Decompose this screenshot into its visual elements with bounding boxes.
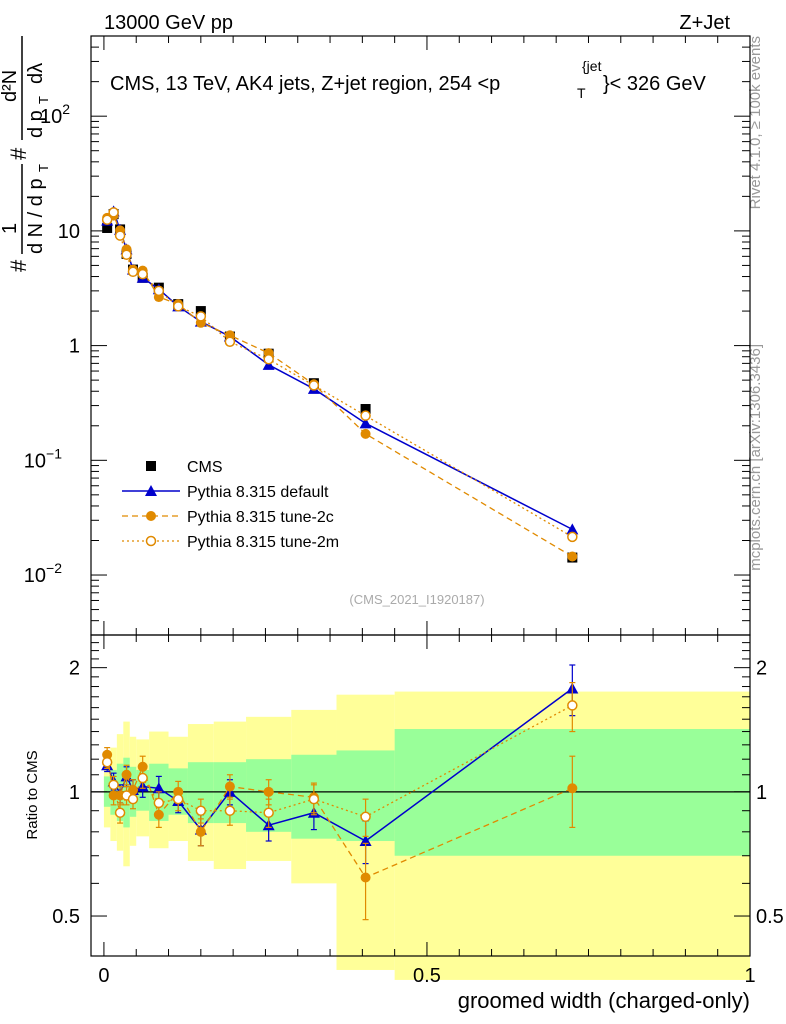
main-ylabel: # 1 d N / d p T # d²N d p T dλ xyxy=(0,36,51,272)
main-point-1-12 xyxy=(359,417,372,429)
ratio-point-2-0 xyxy=(101,756,113,768)
ratio-ytick-label-right-2: 2 xyxy=(756,658,767,680)
ylabel-t2: T xyxy=(36,96,51,104)
ratio-point-2-10 xyxy=(263,807,274,818)
main-point-3-4 xyxy=(127,266,139,278)
mcplots-label: mcplots.cern.ch [arXiv:1306.3436] xyxy=(747,344,764,571)
ratio-ytick-label-left-2: 2 xyxy=(69,658,80,680)
main-point-3-12 xyxy=(360,410,371,421)
ratio-point-2-4 xyxy=(127,793,139,805)
title-tail: }< 326 GeV xyxy=(603,73,707,95)
main-ytick-label-0: 10−2 xyxy=(24,560,62,587)
ratio-point-1-8 xyxy=(195,826,206,837)
title-lead: CMS, 13 TeV, AK4 jets, Z+jet region, 254… xyxy=(110,73,500,95)
header-right: Z+Jet xyxy=(679,12,730,34)
xlabel: groomed width (charged-only) xyxy=(458,988,750,1013)
title-sub: T xyxy=(577,85,586,101)
main-point-3-7 xyxy=(172,301,184,312)
ylabel-d2n: d²N xyxy=(0,70,21,102)
header-left: 13000 GeV pp xyxy=(104,12,233,34)
x-tick-label-2: 1 xyxy=(744,965,755,987)
main-point-0-12 xyxy=(360,404,371,415)
main-point-3-5 xyxy=(137,268,148,280)
ratio-frame xyxy=(90,634,751,957)
main-plot-area: 10−2 10−1 1 10 102 xyxy=(24,35,751,636)
main-point-3-2 xyxy=(114,230,126,241)
main-series-line-2 xyxy=(106,214,573,558)
ratio-ytick-label-left-1: 1 xyxy=(69,782,80,804)
main-point-3-0 xyxy=(101,214,113,226)
main-point-3-3 xyxy=(121,249,132,260)
main-ytick-label-4: 102 xyxy=(40,101,70,128)
ylabel-dpt-dl: d p xyxy=(25,110,47,138)
main-point-3-11 xyxy=(308,380,320,391)
legend: CMS Pythia 8.315 default Pythia 8.315 tune… xyxy=(122,459,339,551)
ratio-point-2-6 xyxy=(153,797,165,809)
main-point-1-13 xyxy=(566,523,579,535)
ylabel-hash2: # xyxy=(6,147,31,160)
main-point-2-13 xyxy=(567,551,578,562)
ratio-point-2-7 xyxy=(172,793,184,805)
ratio-ytick-label-right-1: 1 xyxy=(756,782,767,804)
ratio-point-2-11 xyxy=(308,793,320,805)
ylabel-one: 1 xyxy=(0,223,21,234)
main-title: CMS, 13 TeV, AK4 jets, Z+jet region, 254… xyxy=(110,58,707,101)
x-tick-label-1: 0.5 xyxy=(413,965,441,987)
main-series-line-1 xyxy=(106,209,573,531)
legend-label-2: Pythia 8.315 tune-2c xyxy=(187,509,334,526)
main-ytick-label-3: 10 xyxy=(58,221,80,243)
ratio-point-1-13 xyxy=(567,783,578,794)
rivet-label: Rivet 4.1.0, ≥ 100k events xyxy=(747,36,764,209)
main-point-3-10 xyxy=(263,354,274,365)
ratio-point-2-5 xyxy=(137,772,148,784)
main-point-3-13 xyxy=(567,531,578,543)
watermark: (CMS_2021_I1920187) xyxy=(349,592,484,607)
main-ytick-label-1: 10−1 xyxy=(24,445,62,472)
ratio-point-2-12 xyxy=(360,811,371,823)
legend-label-3: Pythia 8.315 tune-2m xyxy=(187,534,339,551)
ratio-plot-area: 0 0.5 1 0.5 0.5 1 1 2 2 xyxy=(52,634,784,987)
ratio-point-1-3 xyxy=(121,769,132,780)
main-point-3-9 xyxy=(224,336,236,348)
main-point-3-8 xyxy=(195,311,207,322)
main-point-2-12 xyxy=(360,428,371,439)
ratio-point-2-2 xyxy=(114,807,126,818)
ratio-point-2-1 xyxy=(108,779,119,791)
ylabel-t1: T xyxy=(36,164,51,172)
main-series-line-3 xyxy=(106,211,573,538)
ylabel-dl: dλ xyxy=(25,63,47,84)
ratio-point-1-5 xyxy=(137,761,148,772)
legend-label-0: CMS xyxy=(187,459,223,476)
ratio-ytick-label-right-0: 0.5 xyxy=(756,906,784,928)
ratio-ylabel: Ratio to CMS xyxy=(24,750,41,839)
ratio-point-1-9 xyxy=(224,781,235,792)
ylabel-hash: # xyxy=(6,259,31,272)
ratio-point-2-8 xyxy=(195,805,207,816)
main-point-3-6 xyxy=(153,285,165,297)
legend-marker-0 xyxy=(146,461,156,471)
ratio-point-0-6 xyxy=(152,782,165,794)
ratio-point-1-12 xyxy=(360,872,371,883)
ratio-point-1-0 xyxy=(102,749,113,760)
main-point-0-0 xyxy=(102,222,113,233)
x-tick-label-0: 0 xyxy=(98,965,109,987)
legend-marker-3 xyxy=(145,535,157,547)
main-point-3-1 xyxy=(108,207,119,218)
ratio-ytick-label-left-0: 0.5 xyxy=(52,906,80,928)
ratio-point-1-10 xyxy=(263,786,274,797)
ratio-point-2-13 xyxy=(567,700,578,711)
legend-marker-2 xyxy=(146,511,156,521)
main-ytick-label-2: 1 xyxy=(69,336,80,358)
ratio-point-2-9 xyxy=(224,805,236,816)
legend-label-1: Pythia 8.315 default xyxy=(187,484,329,501)
legend-marker-1 xyxy=(145,485,157,496)
title-sup: {jet xyxy=(582,58,602,74)
ylabel-dn-dpt: d N / d p xyxy=(25,178,47,254)
